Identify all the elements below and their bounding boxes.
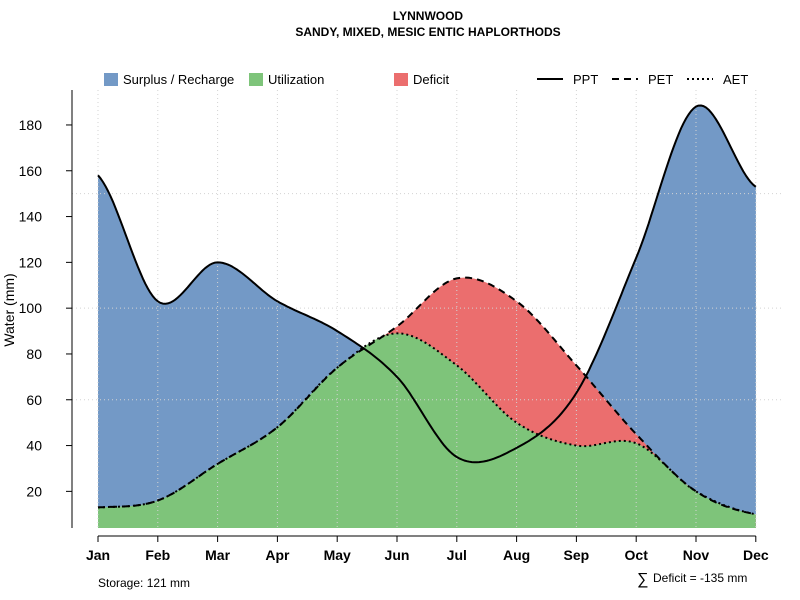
storage-note: Storage: 121 mm: [98, 576, 190, 590]
x-tick-label-jun: Jun: [385, 547, 410, 563]
legend-label-pet: PET: [648, 72, 673, 87]
x-tick-label-may: May: [324, 547, 351, 563]
y-tick-label-20: 20: [26, 483, 42, 499]
x-tick-label-sep: Sep: [564, 547, 590, 563]
x-tick-label-nov: Nov: [683, 547, 710, 563]
plot-area: [98, 105, 756, 528]
gridlines: [72, 90, 784, 528]
x-tick-label-jan: Jan: [86, 547, 110, 563]
y-tick-label-160: 160: [19, 163, 43, 179]
legend-swatch-utilization: [249, 73, 263, 86]
series-lines: [97, 104, 757, 516]
x-tick-label-feb: Feb: [145, 547, 170, 563]
legend-label-ppt: PPT: [573, 72, 598, 87]
legend-label-utilization: Utilization: [268, 72, 324, 87]
x-tick-label-jul: Jul: [447, 547, 467, 563]
chart-subtitle: SANDY, MIXED, MESIC ENTIC HAPLORTHODS: [295, 25, 560, 39]
x-tick-label-oct: Oct: [625, 547, 649, 563]
legend: Surplus / Recharge Utilization Deficit PPT P…: [104, 72, 748, 87]
y-axis-label: Water (mm): [1, 273, 17, 346]
y-tick-label-40: 40: [26, 438, 42, 454]
y-tick-label-180: 180: [19, 117, 43, 133]
legend-label-surplus-recharge: Surplus / Recharge: [123, 72, 234, 87]
x-tick-label-dec: Dec: [743, 547, 769, 563]
series-line-pet: [97, 276, 756, 516]
legend-label-aet: AET: [723, 72, 748, 87]
legend-label-deficit: Deficit: [413, 72, 450, 87]
surplus-above-pet-area: [98, 105, 756, 515]
y-tick-label-60: 60: [26, 392, 42, 408]
x-tick-label-apr: Apr: [265, 547, 290, 563]
axes: 20 40 60 80 100 120 140 160 180 Jan Feb Mar Apr May Ju…: [19, 90, 769, 563]
x-tick-label-aug: Aug: [503, 547, 530, 563]
legend-swatch-deficit: [394, 73, 408, 86]
x-tick-label-mar: Mar: [205, 547, 230, 563]
utilization-area: [98, 333, 756, 528]
y-tick-label-80: 80: [26, 346, 42, 362]
chart-title: LYNNWOOD: [393, 9, 464, 23]
deficit-note: Deficit = -135 mm: [653, 571, 747, 585]
y-tick-label-100: 100: [19, 300, 43, 316]
y-tick-label-140: 140: [19, 209, 43, 225]
legend-swatch-surplus-recharge: [104, 73, 118, 86]
sum-symbol-icon: ∑: [637, 571, 648, 588]
y-tick-label-120: 120: [19, 254, 43, 270]
series-line-ppt: [97, 104, 757, 464]
